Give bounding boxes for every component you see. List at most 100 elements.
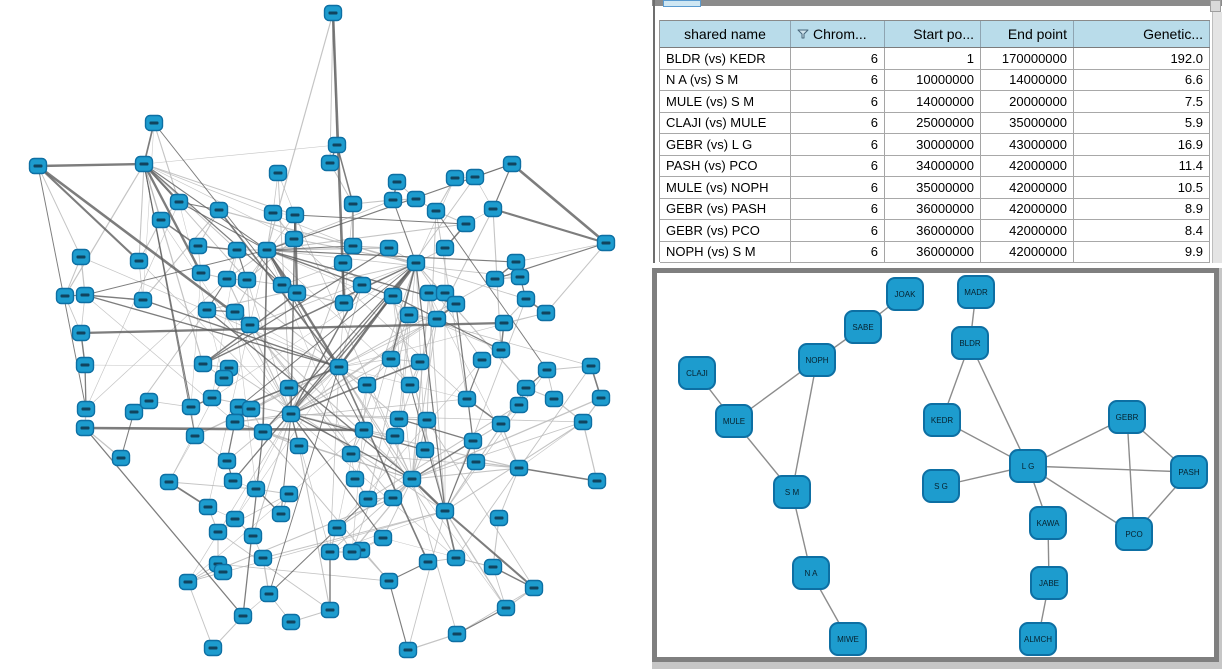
graph-node[interactable] — [320, 543, 340, 561]
graph-node[interactable] — [456, 215, 476, 233]
graph-node[interactable] — [281, 405, 301, 423]
graph-node[interactable] — [169, 193, 189, 211]
node-MULE[interactable]: MULE — [715, 404, 753, 438]
graph-node[interactable] — [329, 358, 349, 376]
table-row[interactable]: PASH (vs) PCO 6 34000000 42000000 11.4 — [660, 155, 1210, 177]
column-header-genetic[interactable]: Genetic... — [1074, 21, 1210, 47]
graph-node[interactable] — [139, 392, 159, 410]
graph-node[interactable] — [466, 453, 486, 471]
graph-node[interactable] — [457, 390, 477, 408]
graph-node[interactable] — [151, 211, 171, 229]
node-JABE[interactable]: JABE — [1030, 566, 1068, 600]
graph-node[interactable] — [191, 264, 211, 282]
node-MADR[interactable]: MADR — [957, 275, 995, 309]
node-GEBR[interactable]: GEBR — [1108, 400, 1146, 434]
graph-node[interactable] — [510, 268, 530, 286]
graph-node[interactable] — [111, 449, 131, 467]
graph-node[interactable] — [217, 270, 237, 288]
graph-node[interactable] — [193, 355, 213, 373]
graph-node[interactable] — [343, 195, 363, 213]
table-vertical-scrollbar[interactable] — [1212, 12, 1222, 263]
graph-node[interactable] — [509, 396, 529, 414]
graph-node[interactable] — [406, 190, 426, 208]
graph-node[interactable] — [202, 389, 222, 407]
table-row[interactable]: MULE (vs) S M 6 14000000 20000000 7.5 — [660, 91, 1210, 113]
graph-node[interactable] — [494, 314, 514, 332]
graph-node[interactable] — [398, 641, 418, 659]
graph-node[interactable] — [134, 155, 154, 173]
column-header-end-point[interactable]: End point — [981, 21, 1074, 47]
graph-node[interactable] — [385, 427, 405, 445]
graph-node[interactable] — [379, 572, 399, 590]
graph-node[interactable] — [217, 452, 237, 470]
graph-node[interactable] — [75, 419, 95, 437]
node-BLDR[interactable]: BLDR — [951, 326, 989, 360]
graph-node[interactable] — [419, 284, 439, 302]
graph-node[interactable] — [435, 502, 455, 520]
graph-node[interactable] — [263, 204, 283, 222]
graph-node[interactable] — [418, 553, 438, 571]
graph-node[interactable] — [446, 295, 466, 313]
graph-node[interactable] — [225, 303, 245, 321]
graph-node[interactable] — [483, 558, 503, 576]
graph-node[interactable] — [463, 432, 483, 450]
node-SM[interactable]: S M — [773, 475, 811, 509]
graph-node[interactable] — [188, 237, 208, 255]
graph-node[interactable] — [323, 4, 343, 22]
table-row[interactable]: GEBR (vs) PASH 6 36000000 42000000 8.9 — [660, 198, 1210, 220]
graph-node[interactable] — [289, 437, 309, 455]
graph-node[interactable] — [214, 369, 234, 387]
graph-node[interactable] — [472, 351, 492, 369]
node-LG[interactable]: L G — [1009, 449, 1047, 483]
graph-node[interactable] — [257, 241, 277, 259]
node-SABE[interactable]: SABE — [844, 310, 882, 344]
graph-node[interactable] — [285, 206, 305, 224]
graph-node[interactable] — [240, 316, 260, 334]
graph-node[interactable] — [144, 114, 164, 132]
graph-node[interactable] — [197, 301, 217, 319]
graph-node[interactable] — [253, 549, 273, 567]
edge-GEBR-PCO[interactable] — [1126, 416, 1135, 535]
graph-node[interactable] — [509, 459, 529, 477]
column-header-shared-name[interactable]: shared name — [660, 21, 791, 47]
node-MIWE[interactable]: MIWE — [829, 622, 867, 656]
graph-node[interactable] — [573, 413, 593, 431]
graph-node[interactable] — [445, 169, 465, 187]
node-SG[interactable]: S G — [922, 469, 960, 503]
node-PCO[interactable]: PCO — [1115, 517, 1153, 551]
edge-LG-PASH[interactable] — [1027, 465, 1190, 473]
graph-node[interactable] — [341, 445, 361, 463]
graph-node[interactable] — [327, 519, 347, 537]
graph-node[interactable] — [485, 270, 505, 288]
graph-node[interactable] — [227, 241, 247, 259]
graph-node[interactable] — [400, 376, 420, 394]
graph-node[interactable] — [327, 136, 347, 154]
graph-node[interactable] — [489, 509, 509, 527]
graph-node[interactable] — [259, 585, 279, 603]
graph-node[interactable] — [435, 239, 455, 257]
graph-node[interactable] — [208, 523, 228, 541]
graph-node[interactable] — [483, 200, 503, 218]
graph-node[interactable] — [28, 157, 48, 175]
graph-node[interactable] — [198, 498, 218, 516]
graph-node[interactable] — [352, 276, 372, 294]
graph-node[interactable] — [496, 599, 516, 617]
graph-node[interactable] — [410, 353, 430, 371]
graph-node[interactable] — [506, 253, 526, 271]
graph-node[interactable] — [596, 234, 616, 252]
graph-node[interactable] — [237, 271, 257, 289]
graph-node[interactable] — [203, 639, 223, 657]
edge-BLDR-LG[interactable] — [969, 342, 1029, 467]
graph-node[interactable] — [159, 473, 179, 491]
graph-node[interactable] — [271, 505, 291, 523]
graph-node[interactable] — [71, 324, 91, 342]
graph-node[interactable] — [446, 549, 466, 567]
table-row[interactable]: N A (vs) S M 6 10000000 14000000 6.6 — [660, 69, 1210, 91]
toolbar-tab-stub[interactable] — [663, 0, 701, 7]
column-header-start-position[interactable]: Start po... — [885, 21, 981, 47]
graph-node[interactable] — [537, 361, 557, 379]
graph-node[interactable] — [75, 356, 95, 374]
graph-node[interactable] — [415, 441, 435, 459]
graph-node[interactable] — [587, 472, 607, 490]
graph-node[interactable] — [383, 287, 403, 305]
